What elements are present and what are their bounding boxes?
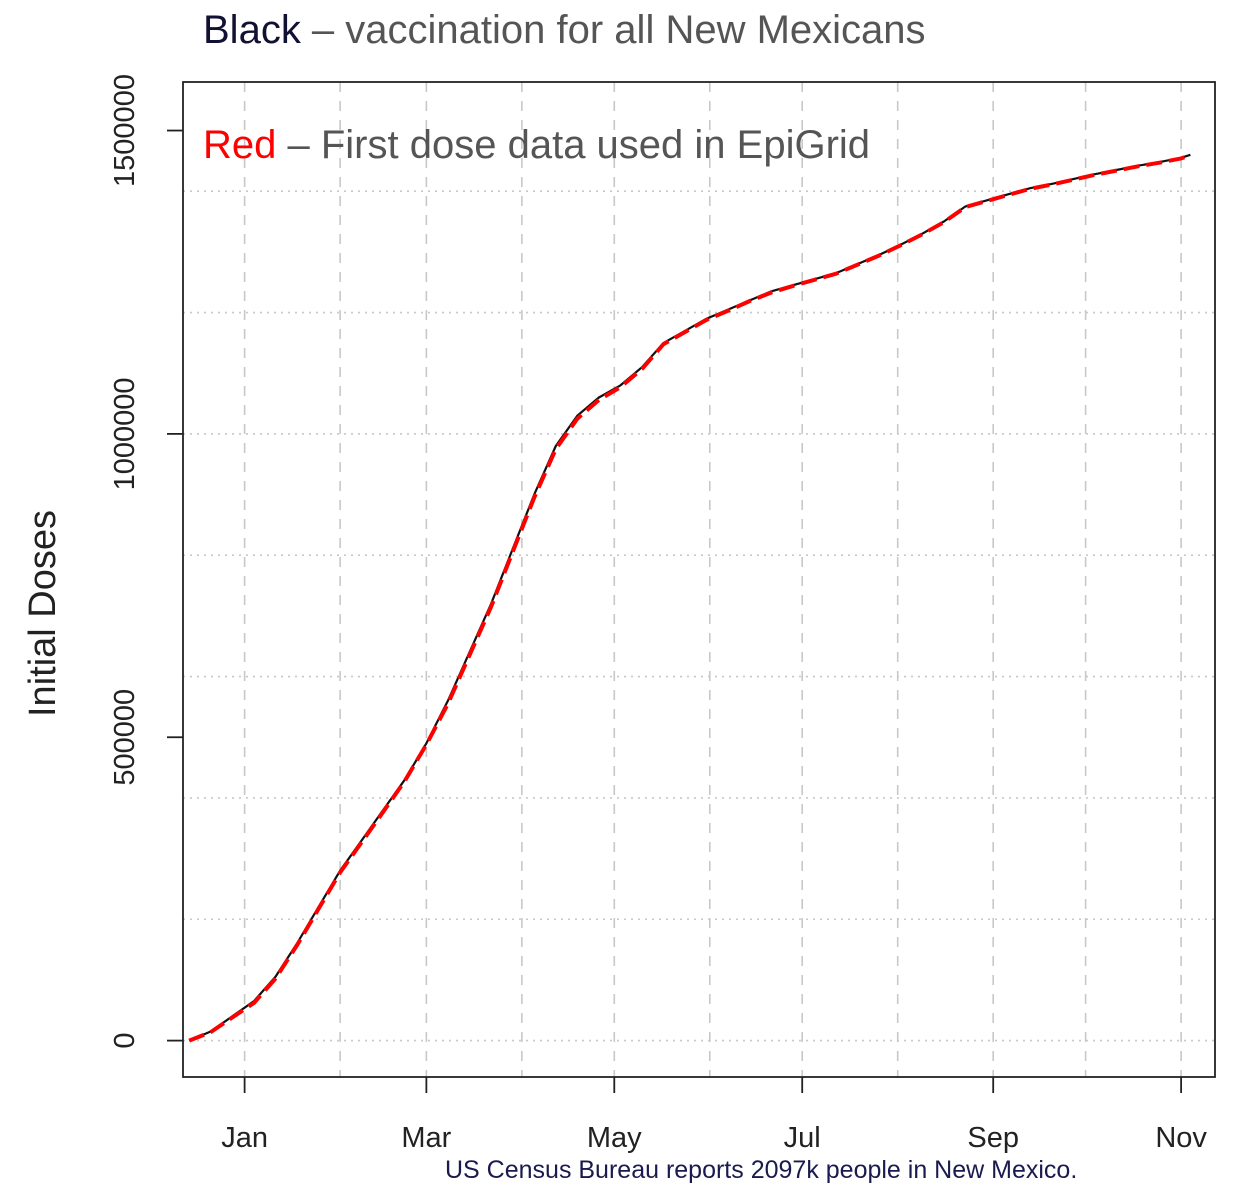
series-line-red — [188, 153, 1192, 1043]
y-tick-label: 1500000 — [109, 74, 141, 187]
chart-ticks: Jan Mar May Jul Sep Nov 0 500000 1000000 1500000 — [109, 74, 1207, 1154]
y-tick-label: 1000000 — [109, 377, 141, 490]
plot-frame — [182, 81, 1216, 1078]
x-tick-label: Jan — [221, 1122, 268, 1154]
y-tick-label: 0 — [109, 1033, 141, 1049]
chart-series — [188, 153, 1192, 1043]
y-tick-label: 500000 — [109, 689, 141, 786]
y-axis-label: Initial Doses — [22, 510, 64, 717]
red-legend-keyword: Red — [203, 123, 277, 167]
black-legend-description: – vaccination for all New Mexicans — [300, 8, 926, 52]
chart-grid — [183, 82, 1215, 1077]
footnote: US Census Bureau reports 2097k people in… — [445, 1156, 1078, 1184]
chart-title: Black – vaccination for all New Mexicans — [203, 8, 926, 53]
chart-axes — [182, 81, 1216, 1078]
x-tick-label: Mar — [401, 1122, 451, 1154]
x-tick-label: May — [587, 1122, 642, 1154]
x-tick-label: Jul — [784, 1122, 821, 1154]
x-tick-label: Nov — [1155, 1122, 1207, 1154]
black-legend-keyword: Black — [203, 8, 301, 52]
x-tick-label: Sep — [967, 1122, 1019, 1154]
red-legend-description: – First dose data used in EpiGrid — [276, 123, 871, 167]
chart-legend: Red – First dose data used in EpiGrid — [203, 123, 870, 168]
